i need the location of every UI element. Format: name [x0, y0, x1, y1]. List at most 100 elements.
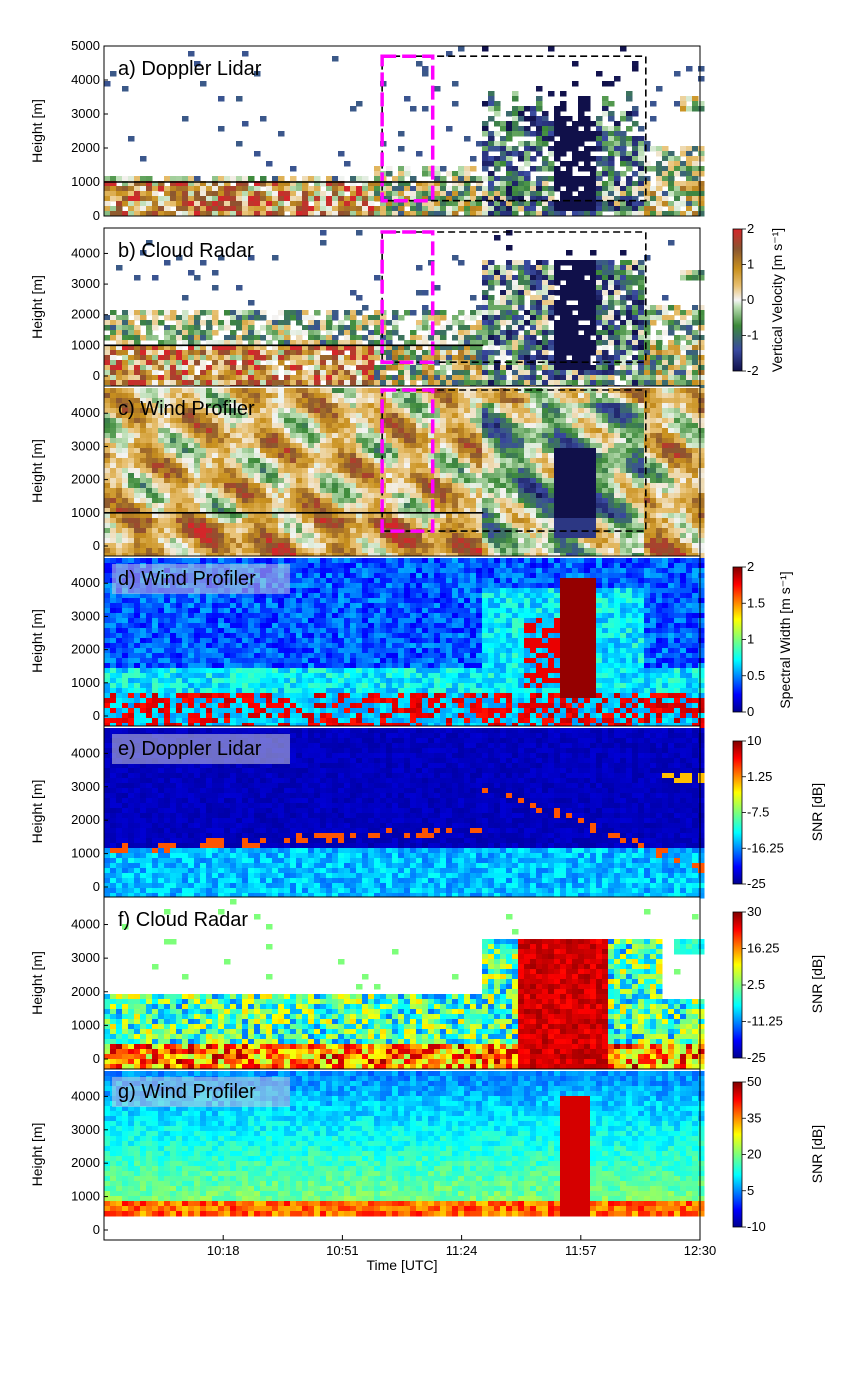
panel-c-ytick-label: 0 — [93, 538, 100, 553]
x-axis-label: Time [UTC] — [366, 1257, 437, 1273]
panel-f-heatmap — [104, 899, 705, 1070]
panel-a-ytick-label: 0 — [93, 208, 100, 223]
colorbar-snr_radar-tick-label: -11.25 — [747, 1014, 783, 1029]
panel-c-ylabel: Height [m] — [29, 439, 45, 503]
colorbar-width-title: Spectral Width [m s⁻¹] — [777, 571, 793, 708]
x-tick-label: 10:18 — [207, 1243, 240, 1258]
colorbar-velocity-tick-label: -2 — [747, 363, 759, 378]
colorbar-snr_profiler-tick-label: 35 — [747, 1110, 761, 1125]
panel-f-ytick-label: 0 — [93, 1051, 100, 1066]
colorbar-snr_profiler-tick-label: 20 — [747, 1147, 761, 1162]
panel-e-label-background — [112, 734, 290, 764]
panel-a-ytick-label: 5000 — [71, 38, 100, 53]
panel-b-heatmap — [104, 230, 705, 391]
colorbar-snr_profiler-tick-label: 5 — [747, 1183, 754, 1198]
colorbar-velocity: 2 1 0 -1 -2 Vertical Velocity [m s⁻¹] — [732, 221, 785, 378]
panel-g-label-background — [112, 1077, 290, 1107]
colorbar-snr_lidar-tick-label: -16.25 — [747, 840, 784, 855]
colorbar-snr_lidar-bar — [732, 740, 743, 885]
colorbar-velocity-tick-label: 1 — [747, 257, 754, 272]
panel-d-heatmap — [104, 558, 705, 729]
colorbar-snr_radar-title: SNR [dB] — [809, 955, 825, 1013]
panel-f: 0 1000 2000 3000 4000 Height [m] f) Cloud Rada… — [29, 896, 705, 1070]
panel-f-ytick-label: 4000 — [71, 917, 100, 932]
panel-g-heatmap — [104, 1071, 705, 1217]
colorbar-snr_radar-tick-label: -25 — [747, 1050, 766, 1065]
colorbar-velocity-bar — [732, 228, 743, 372]
panel-g-ytick-label: 0 — [93, 1222, 100, 1237]
colorbar-velocity-title: Vertical Velocity [m s⁻¹] — [769, 228, 785, 372]
x-axis: 10:18 10:51 11:24 11:57 12:30 Time [UTC] — [207, 1235, 716, 1273]
panel-a-ytick-label: 4000 — [71, 72, 100, 87]
panel-b-label: b) Cloud Radar — [118, 240, 254, 262]
colorbar-snr_profiler: 50 35 20 5 -10 SNR [dB] — [732, 1074, 825, 1234]
panel-g-frame — [103, 1068, 701, 1241]
panel-c-heatmap — [104, 388, 705, 559]
panel-c-label: c) Wind Profiler — [118, 398, 255, 420]
colorbar-velocity-tick-label: 0 — [747, 292, 754, 307]
panel-c-magenta-box — [380, 388, 435, 533]
colorbar-velocity-tick-label: 2 — [747, 221, 754, 236]
panel-c-ytick-label: 1000 — [71, 505, 100, 520]
panel-b-magenta-box — [380, 230, 435, 364]
colorbar-snr_radar-tick-label: 16.25 — [747, 941, 780, 956]
panel-c-ytick-label: 4000 — [71, 405, 100, 420]
panel-e: 0 1000 2000 3000 4000 Height [m] e) Doppler Li… — [29, 725, 705, 899]
colorbar-width-tick-label: 0 — [747, 704, 754, 719]
panel-b-ylabel: Height [m] — [29, 275, 45, 339]
panel-f-ytick-label: 3000 — [71, 950, 100, 965]
panel-f-label: f) Cloud Radar — [118, 909, 248, 931]
panel-e-ylabel: Height [m] — [29, 780, 45, 844]
colorbar-width-tick-label: 1.5 — [747, 595, 765, 610]
panel-a-label: a) Doppler Lidar — [118, 58, 262, 80]
panel-a-frame — [103, 45, 701, 217]
panel-d-ytick-label: 3000 — [71, 608, 100, 623]
colorbar-width-tick-label: 0.5 — [747, 668, 765, 683]
colorbar-snr_radar-tick-label: 30 — [747, 904, 761, 919]
colorbar-width-bar — [732, 566, 743, 713]
panel-f-ytick-label: 1000 — [71, 1017, 100, 1032]
panel-d-label-background — [112, 564, 290, 594]
panel-a-black-box — [381, 55, 647, 202]
colorbar-width-tick-label: 2 — [747, 559, 754, 574]
panel-f-ytick-label: 2000 — [71, 984, 100, 999]
panel-d-ytick-label: 2000 — [71, 642, 100, 657]
panel-c-ytick-label: 3000 — [71, 438, 100, 453]
panel-b-ytick-label: 2000 — [71, 307, 100, 322]
colorbar-snr_profiler-tick-label: -10 — [747, 1219, 766, 1234]
panel-e-heatmap — [104, 728, 705, 899]
colorbar-velocity-tick-label: -1 — [747, 328, 759, 343]
panel-e-ytick-label: 3000 — [71, 779, 100, 794]
colorbar-snr_lidar-tick-label: -25 — [747, 876, 766, 891]
x-tick-label: 11:57 — [565, 1243, 597, 1258]
panels-layer: 0 1000 2000 3000 4000 5000 Height [m] a) Dopple… — [29, 38, 705, 1241]
panel-b: 0 1000 2000 3000 4000 Height [m] b) Cloud Rada… — [29, 227, 705, 391]
x-tick-label: 11:24 — [446, 1243, 478, 1258]
panel-f-ylabel: Height [m] — [29, 951, 45, 1015]
panel-b-ytick-label: 1000 — [71, 337, 100, 352]
panel-c: 0 1000 2000 3000 4000 Height [m] c) Wind Profi… — [29, 385, 705, 559]
panel-a: 0 1000 2000 3000 4000 5000 Height [m] a) Dopple… — [29, 38, 705, 223]
panel-b-ytick-label: 4000 — [71, 245, 100, 260]
panel-g-ytick-label: 2000 — [71, 1155, 100, 1170]
x-tick-label: 10:51 — [326, 1243, 359, 1258]
colorbar-snr_lidar: 10 1.25 -7.5 -16.25 -25 SNR [dB] — [732, 733, 825, 891]
panel-a-magenta-box — [380, 54, 435, 203]
colorbar-snr_lidar-title: SNR [dB] — [809, 783, 825, 841]
colorbar-snr_radar-bar — [732, 911, 743, 1059]
panel-b-ytick-label: 0 — [93, 368, 100, 383]
panel-d: 0 1000 2000 3000 4000 Height [m] d) Wind Profi… — [29, 555, 705, 729]
panel-c-ytick-label: 2000 — [71, 472, 100, 487]
panel-e-ytick-label: 1000 — [71, 846, 100, 861]
colorbar-snr_radar-tick-label: 2.5 — [747, 977, 765, 992]
panel-b-ytick-label: 3000 — [71, 276, 100, 291]
panel-g-ytick-label: 3000 — [71, 1122, 100, 1137]
panel-e-ytick-label: 2000 — [71, 812, 100, 827]
colorbar-snr_profiler-tick-label: 50 — [747, 1074, 761, 1089]
panel-d-ytick-label: 1000 — [71, 675, 100, 690]
panel-d-ytick-label: 4000 — [71, 575, 100, 590]
panel-d-ylabel: Height [m] — [29, 609, 45, 673]
colorbar-snr_lidar-tick-label: 1.25 — [747, 769, 772, 784]
panel-e-ytick-label: 0 — [93, 879, 100, 894]
